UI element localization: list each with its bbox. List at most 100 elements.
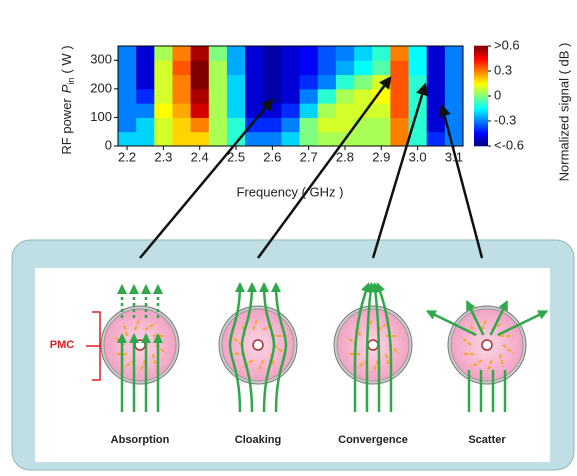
resonator <box>241 359 254 368</box>
heatmap-cell <box>226 103 246 118</box>
colorbar-step <box>474 99 488 103</box>
colorbar-tick-label: <-0.6 <box>494 137 524 152</box>
colorbar-step <box>474 115 488 119</box>
colorbar-step <box>474 47 488 51</box>
heatmap-cell <box>172 46 192 61</box>
colorbar-step <box>474 113 488 117</box>
heatmap-cell <box>118 74 137 90</box>
heatmap-cell <box>245 88 264 104</box>
y-tick-label: 300 <box>90 52 112 67</box>
heatmap-plot: 2.2 2.3 2.4 2.5 2.6 2.7 2.8 2.9 3.0 3.1 0 100 200 300… <box>90 37 524 164</box>
heatmap-cell <box>281 103 301 118</box>
wave <box>271 282 288 413</box>
x-tick-label: 2.3 <box>154 149 172 164</box>
heatmap-cell <box>190 60 210 76</box>
heatmap-cell <box>190 103 210 118</box>
center-hole <box>134 339 146 351</box>
heatmap-cell <box>444 117 464 133</box>
heatmap-cell <box>299 103 319 118</box>
heatmap-cell <box>426 88 446 104</box>
colorbar-step <box>474 91 488 95</box>
heatmap-cell <box>136 117 155 133</box>
x-tick-label: 2.2 <box>118 149 136 164</box>
heatmap-cell <box>426 74 446 90</box>
resonator <box>257 359 264 373</box>
heatmap-cell <box>172 103 192 118</box>
heatmap-cell <box>390 88 410 104</box>
bracket <box>86 311 101 381</box>
heatmap-cell <box>136 131 155 147</box>
heatmap-cell <box>299 88 319 104</box>
x-tick-label: 2.4 <box>191 149 209 164</box>
heatmap-cell <box>136 74 155 90</box>
heatmap-cell <box>118 131 137 147</box>
colorbar-step <box>474 85 488 89</box>
heatmap-cell <box>390 74 410 90</box>
heatmap-cell <box>444 60 464 76</box>
heatmap-cell <box>299 60 319 76</box>
heatmap-cell <box>190 117 210 133</box>
wave-out <box>497 310 549 337</box>
colorbar-step <box>474 71 488 75</box>
heatmap-cell <box>172 117 192 133</box>
resonator <box>461 352 475 356</box>
colorbar-step <box>474 63 488 67</box>
heatmap-cell <box>172 88 192 104</box>
resonator <box>231 336 243 346</box>
heatmap-cell <box>281 60 301 76</box>
heatmap-cell <box>281 131 301 147</box>
heatmap-cell <box>408 46 428 61</box>
colorbar-step <box>474 89 488 93</box>
heatmap-cell <box>245 46 264 61</box>
heatmap-cell <box>299 74 319 90</box>
colorbar-step <box>474 131 488 135</box>
heatmap-cell <box>426 117 446 133</box>
center-hole <box>481 339 493 351</box>
colorbar-step <box>474 109 488 113</box>
heatmap-cell <box>263 60 282 76</box>
heatmap-cell <box>372 46 391 61</box>
colorbar-step <box>474 95 488 99</box>
colorbar-step <box>474 121 488 125</box>
heatmap-cell <box>335 46 355 61</box>
heatmap-cell <box>154 60 173 76</box>
heatmap-cell <box>444 74 464 90</box>
heatmap-cell <box>335 60 355 76</box>
heatmap-cell <box>118 88 137 104</box>
y-tick-label: 100 <box>90 109 112 124</box>
colorbar-step <box>474 111 488 115</box>
resonator <box>498 354 505 367</box>
wave <box>370 282 381 412</box>
heatmap-cell <box>245 103 264 118</box>
heatmap-cell <box>317 131 337 147</box>
heatmap-cell <box>408 131 428 147</box>
colorbar-step <box>474 57 488 61</box>
x-axis-label: Frequency ( GHz ) <box>237 184 344 199</box>
resonator <box>470 359 483 368</box>
panel-label: Scatter <box>468 434 506 446</box>
heatmap-cell <box>208 88 228 104</box>
heatmap-cell <box>226 117 246 133</box>
heatmap-cell <box>226 46 246 61</box>
heatmap-cell <box>263 131 282 147</box>
colorbar-tick-label: 0 <box>494 87 501 102</box>
heatmap-cell <box>226 74 246 90</box>
colorbar-step <box>474 139 488 143</box>
colorbar-step <box>474 93 488 97</box>
heatmap-cell <box>136 46 155 61</box>
colorbar-step <box>474 119 488 123</box>
y-axis-label: RF power Pin ( W ) <box>59 45 76 154</box>
resonator <box>144 322 157 331</box>
heatmap-cell <box>136 60 155 76</box>
colorbar-step <box>474 65 488 69</box>
colorbar-step <box>474 55 488 59</box>
colorbar-tick-label: >0.6 <box>494 37 520 52</box>
heatmap-cell <box>317 117 337 133</box>
heatmap-cell <box>335 88 355 104</box>
colorbar-step <box>474 125 488 129</box>
heatmap-cell <box>444 46 464 61</box>
colorbar-tick-label: 0.3 <box>494 62 512 77</box>
heatmap-cell <box>154 46 173 61</box>
colorbar-step <box>474 127 488 131</box>
